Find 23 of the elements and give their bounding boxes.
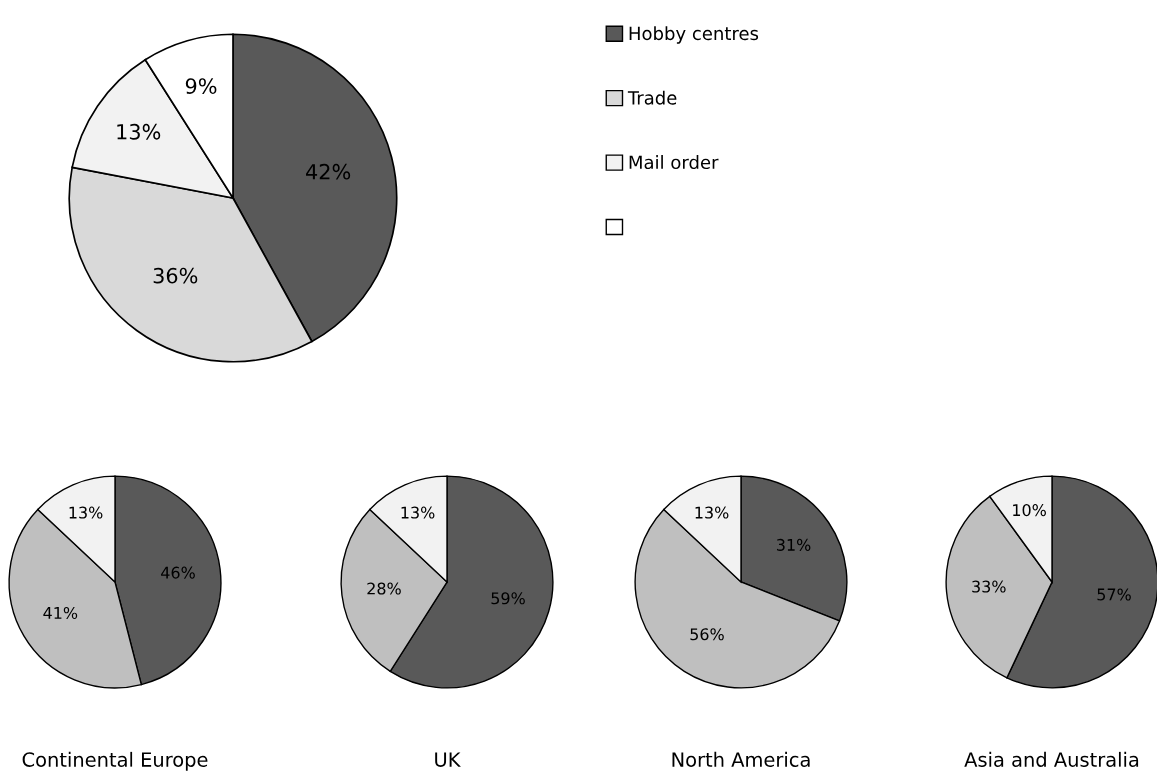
data-label: 28% [367,582,401,595]
data-label: 36% [153,267,198,284]
data-label: 57% [1097,588,1131,601]
data-label: 46% [161,566,195,579]
data-label: 13% [69,506,103,519]
data-label: 56% [690,628,724,641]
legend-label: Hobby centres [629,26,759,44]
text: Asia and Australia [964,751,1139,767]
text: Continental Europe [22,751,208,771]
data-label: 13% [695,506,729,519]
text: UK [435,752,461,767]
data-label: 41% [43,606,78,619]
legend-label: Mail order [629,155,719,170]
data-label: 13% [401,506,435,519]
data-label: 9% [185,78,217,94]
data-label: 42% [306,163,351,180]
data-label: 59% [491,592,525,605]
legend-label: Trade [627,90,677,105]
data-label: 10% [1013,504,1046,517]
data-label: 31% [777,538,811,551]
data-label: 13% [117,123,161,140]
data-label: 33% [972,580,1006,593]
text: North America [672,751,810,767]
